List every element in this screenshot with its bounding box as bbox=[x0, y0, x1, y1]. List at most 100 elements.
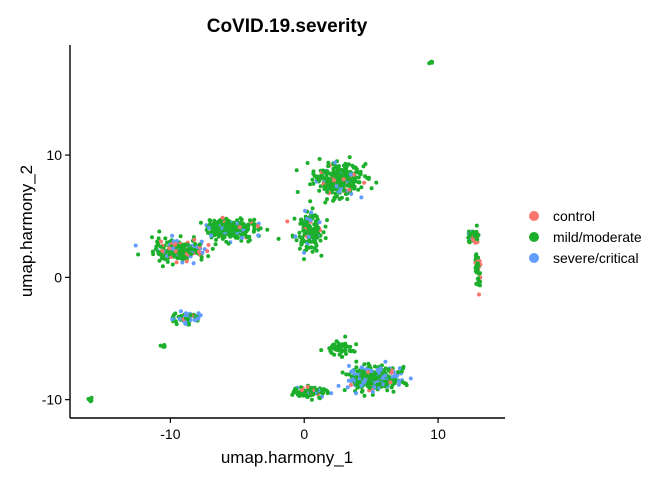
data-point bbox=[340, 370, 345, 375]
data-point bbox=[310, 206, 315, 211]
data-point bbox=[359, 389, 364, 394]
data-point bbox=[372, 385, 377, 389]
y-tick-label: 0 bbox=[54, 269, 62, 285]
data-point bbox=[198, 220, 203, 225]
data-point bbox=[314, 214, 319, 219]
data-point bbox=[285, 219, 290, 224]
data-point bbox=[317, 220, 322, 225]
data-point bbox=[356, 175, 361, 180]
data-point bbox=[309, 385, 314, 390]
data-point bbox=[314, 232, 319, 237]
data-point bbox=[308, 389, 313, 394]
data-point bbox=[375, 382, 380, 387]
data-point bbox=[325, 190, 330, 194]
data-point bbox=[206, 243, 211, 247]
y-tick-label: -10 bbox=[42, 392, 62, 408]
data-point bbox=[213, 232, 217, 237]
data-point bbox=[365, 384, 370, 389]
data-point bbox=[175, 239, 179, 243]
data-point bbox=[173, 311, 178, 316]
x-axis-label: umap.harmony_1 bbox=[221, 448, 353, 467]
data-point bbox=[473, 269, 478, 274]
data-point bbox=[314, 248, 319, 253]
data-point bbox=[377, 374, 382, 379]
data-point bbox=[246, 227, 251, 232]
data-point bbox=[173, 319, 178, 324]
data-point bbox=[170, 317, 175, 322]
data-point bbox=[307, 245, 312, 250]
data-point bbox=[196, 311, 201, 316]
data-point bbox=[305, 161, 310, 165]
data-point bbox=[297, 394, 302, 398]
data-point bbox=[160, 248, 165, 253]
data-point bbox=[181, 250, 186, 255]
data-point bbox=[351, 172, 356, 177]
data-point bbox=[187, 322, 191, 327]
data-point bbox=[308, 227, 313, 232]
data-point bbox=[178, 234, 183, 239]
data-point bbox=[210, 246, 215, 251]
data-point bbox=[347, 363, 351, 368]
data-point bbox=[396, 382, 401, 387]
data-point bbox=[213, 242, 218, 247]
data-point bbox=[300, 388, 305, 393]
data-point bbox=[247, 234, 252, 239]
data-point bbox=[336, 383, 341, 388]
data-point bbox=[347, 187, 352, 192]
data-point bbox=[309, 210, 314, 215]
data-point bbox=[252, 228, 256, 233]
data-point bbox=[358, 172, 363, 177]
data-point bbox=[397, 366, 402, 371]
legend: control mild/moderate severe/critical bbox=[529, 208, 642, 266]
data-point bbox=[177, 316, 182, 321]
data-point bbox=[311, 239, 316, 244]
data-point bbox=[238, 216, 243, 221]
data-point bbox=[205, 249, 210, 254]
data-point bbox=[162, 343, 167, 347]
data-point bbox=[324, 173, 329, 178]
data-point bbox=[391, 389, 396, 394]
data-point bbox=[312, 236, 316, 241]
data-point bbox=[240, 235, 244, 240]
data-point bbox=[174, 260, 179, 265]
data-point bbox=[325, 197, 329, 202]
data-point bbox=[389, 370, 394, 375]
data-point bbox=[299, 240, 304, 245]
data-point bbox=[165, 240, 169, 245]
data-point bbox=[329, 391, 334, 396]
data-point bbox=[312, 173, 317, 178]
data-point bbox=[293, 386, 298, 391]
data-point bbox=[349, 349, 354, 354]
data-point bbox=[386, 367, 391, 372]
data-point bbox=[468, 232, 473, 237]
data-point bbox=[334, 171, 339, 176]
data-point bbox=[214, 221, 219, 226]
data-point bbox=[302, 250, 307, 255]
data-point bbox=[352, 186, 357, 191]
data-point bbox=[341, 177, 346, 182]
data-point bbox=[308, 218, 313, 223]
data-point bbox=[475, 276, 480, 281]
data-point bbox=[306, 223, 311, 228]
data-point bbox=[359, 195, 364, 200]
data-point bbox=[474, 252, 479, 257]
data-point bbox=[160, 264, 165, 269]
data-point bbox=[343, 192, 348, 196]
data-point bbox=[212, 221, 216, 226]
data-point bbox=[234, 221, 239, 226]
data-point bbox=[206, 225, 211, 230]
data-point bbox=[317, 176, 322, 181]
data-point bbox=[475, 261, 480, 266]
legend-label: mild/moderate bbox=[553, 229, 642, 245]
data-point bbox=[297, 230, 302, 235]
data-point bbox=[220, 215, 225, 220]
data-point bbox=[317, 157, 322, 161]
data-point bbox=[337, 189, 342, 194]
data-point bbox=[151, 252, 156, 257]
data-point bbox=[350, 377, 355, 382]
data-point bbox=[342, 188, 347, 193]
data-point bbox=[332, 195, 337, 200]
data-point bbox=[216, 234, 221, 239]
data-point bbox=[197, 242, 202, 247]
data-point bbox=[474, 231, 479, 236]
